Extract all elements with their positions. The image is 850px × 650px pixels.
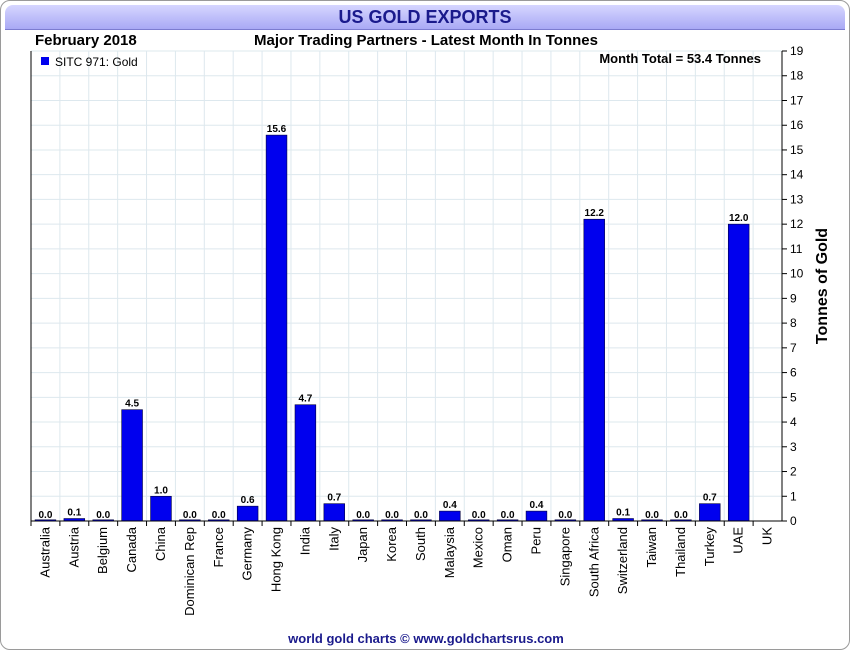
x-tick-label: Malaysia [442,526,457,578]
x-tick-label: Mexico [471,527,486,568]
data-label: 0.6 [241,495,255,506]
data-label: 0.0 [472,510,486,521]
x-tick-label: Dominican Rep [182,527,197,616]
x-tick-label: Peru [528,527,543,554]
data-label: 0.0 [645,510,659,521]
y-tick-label: 0 [790,514,797,528]
y-tick-label: 18 [790,69,804,83]
bar-turkey [699,503,721,522]
y-axis-title: Tonnes of Gold [814,228,831,344]
bar-canada [121,409,143,522]
data-label: 0.4 [530,500,544,511]
data-label: 0.0 [356,510,370,521]
date-label: February 2018 [35,32,137,49]
data-label: 15.6 [267,124,287,135]
x-tick-label: France [211,527,226,567]
bar-hong-kong [265,134,288,522]
x-tick-label: Taiwan [644,527,659,567]
x-tick-label: Turkey [702,527,717,567]
x-tick-label: Belgium [95,527,110,574]
y-tick-label: 17 [790,93,804,107]
x-tick-label: Switzerland [615,527,630,594]
y-tick-label: 9 [790,291,797,305]
y-tick-label: 15 [790,143,804,157]
bar-uae [727,223,750,522]
data-label: 0.0 [501,510,515,521]
data-label: 0.0 [558,510,572,521]
data-label: 0.0 [414,510,428,521]
bar-peru [525,510,548,522]
y-tick-label: 14 [790,168,804,182]
data-label: 12.0 [729,213,749,224]
x-tick-label: China [153,526,168,561]
bar-malaysia [439,510,461,522]
x-tick-label: South [413,527,428,561]
data-label: 0.0 [212,510,226,521]
data-label: 12.2 [585,208,605,219]
y-tick-label: 10 [790,267,804,281]
x-tick-label: UK [760,527,775,545]
legend-swatch [41,57,49,65]
data-label: 0.0 [96,510,110,521]
y-tick-label: 2 [790,465,797,479]
bar-italy [323,503,345,522]
data-label: 0.0 [38,510,52,521]
x-tick-label: Singapore [557,527,572,586]
data-label: 0.7 [327,493,341,504]
title-bar: US GOLD EXPORTS [5,5,845,30]
month-total-annotation: Month Total = 53.4 Tonnes [599,51,761,66]
data-label: 0.7 [703,493,717,504]
x-tick-label: Japan [355,527,370,562]
x-tick-label: Australia [37,526,52,577]
bar-south-africa [583,218,605,522]
data-label: 0.0 [674,510,688,521]
y-tick-label: 3 [790,440,797,454]
x-tick-label: Korea [384,526,399,561]
chart-title: US GOLD EXPORTS [338,7,512,27]
data-label: 0.4 [443,500,457,511]
data-label: 0.1 [67,508,81,519]
x-tick-label: UAE [731,527,746,554]
y-tick-label: 11 [790,242,803,256]
y-tick-label: 13 [790,192,804,206]
y-tick-label: 4 [790,415,797,429]
data-label: 4.7 [298,394,312,405]
bar-germany [236,505,259,522]
y-tick-label: 12 [790,217,804,231]
x-tick-label: South Africa [586,526,601,597]
y-tick-label: 19 [790,44,804,58]
y-tick-label: 8 [790,316,797,330]
x-tick-label: Thailand [673,527,688,577]
y-tick-label: 7 [790,341,797,355]
chart-subtitle: Major Trading Partners - Latest Month In… [254,32,598,49]
x-tick-label: India [297,526,312,555]
data-label: 0.0 [385,510,399,521]
y-tick-label: 1 [790,489,797,503]
data-label: 0.0 [183,510,197,521]
x-tick-label: Italy [326,527,341,551]
y-tick-label: 5 [790,390,797,404]
data-label: 0.1 [616,508,630,519]
data-label: 1.0 [154,485,168,496]
x-tick-label: Canada [124,526,139,572]
bar-india [294,404,317,522]
y-tick-label: 6 [790,366,797,380]
footer-credit: world gold charts © www.goldchartsrus.co… [288,631,564,646]
bar-china [150,495,172,522]
x-tick-label: Germany [240,527,255,581]
data-label: 4.5 [125,399,139,410]
x-tick-label: Oman [500,527,515,562]
legend-label: SITC 971: Gold [55,55,138,69]
x-tick-label: Austria [66,526,81,567]
x-tick-label: Hong Kong [269,527,284,592]
y-tick-label: 16 [790,118,804,132]
